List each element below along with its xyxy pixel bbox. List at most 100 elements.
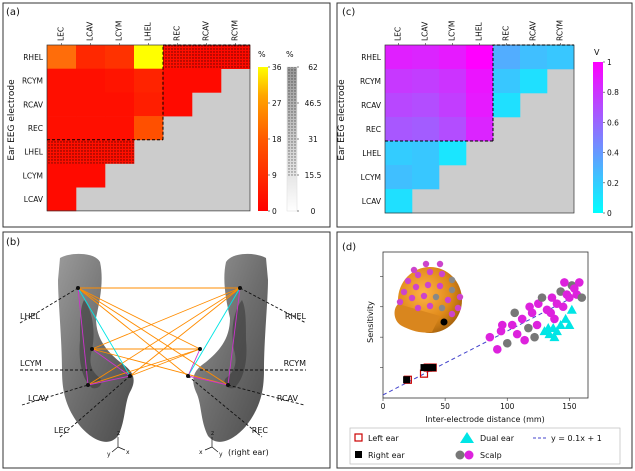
electrode-rcym [198,347,202,351]
panel-d: (d) 0 50 100 150 Sensitivity Inter-electrod… [336,231,633,469]
left-ear-inner [79,300,102,389]
matrix-a-row-label: REC [28,124,43,133]
colorbar-a-tick-label: 27 [272,99,282,108]
panel-b-label: (b) [6,237,20,248]
colorbar-a [258,67,268,211]
matrix-a-cell [76,92,106,117]
scalp-point [537,293,547,302]
colorbar-a2-ticks: 62 46.5 31 15.5 0 [297,63,322,216]
scalp-point [502,338,512,348]
legend-right-ear-marker [355,451,362,458]
head-electrode [404,277,412,285]
legend-scalp-marker [464,450,474,460]
conn-lhel-rcav [77,287,229,386]
colorbar-a2-stipple [287,67,297,177]
colorbar-a2-tick-label: 31 [308,135,318,144]
scalp-point [525,302,534,312]
head-electrode [420,292,428,300]
axis-left-z: z [117,430,120,437]
head-electrodes [396,260,464,318]
scatter-legend [349,427,621,465]
ear-leaders [19,287,307,438]
head-electrode [426,268,434,276]
panel-b: (b) [2,231,331,469]
colorbar-c-tick-label: 1 [607,58,612,67]
matrix-c-col-label: RCAV [529,20,538,41]
label-lec: LEC [54,426,70,435]
axis-right-y: y [219,451,223,458]
colorbar-c [593,62,603,213]
matrix-c-cell [439,69,467,94]
label-rec: REC [252,426,269,435]
matrix-a-cell [163,92,193,117]
panel-a-label: (a) [6,7,20,18]
leader-rcav [227,384,305,406]
matrix-c-cell [439,45,467,70]
head-electrode [414,271,422,279]
matrix-c: LEC LCAV LCYM LHEL REC RCAV RCYM RHEL RCYM RCAV RE… [360,20,575,214]
matrix-a-row-label: RHEL [23,53,44,62]
matrix-a-stipple-rec [163,45,250,69]
head-electrode [414,304,422,312]
colorbar-a-tick-label: 18 [272,135,282,144]
colorbar-a2-tick-label: 0 [311,207,316,216]
matrix-a-cell [76,163,106,188]
dual-ear-point [543,323,554,333]
legend-scalp: Scalp [480,451,502,460]
matrix-c-frame [384,44,575,214]
right-ear-inner [224,300,247,389]
scalp-point [497,320,507,330]
colorbar-c-ticks: 1 0.8 0.6 0.4 0.2 0 [603,58,619,218]
conn-rhel-rcav [227,287,241,386]
dual-ear-point [549,332,560,342]
panel-c: (c) LEC LCAV LCYM LHEL REC RCAV RCYM RHEL RCYM RC… [336,2,633,228]
matrix-a-col-label: LCYM [115,21,124,41]
matrix-a-dashed-block [162,44,250,140]
dual-ear-point [555,320,566,329]
matrix-c-col-label: RCYM [556,20,565,41]
legend-right-ear: Right ear [368,451,405,460]
colorbar-a-tick-label: 0 [272,207,277,216]
matrix-c-cell [385,69,413,94]
matrix-c-cell [412,45,440,70]
matrix-a-cell [47,187,77,212]
dual-ear-point [564,320,575,329]
colorbar-a-ticks: 36 27 18 9 0 [268,63,282,216]
leader-rec [187,375,263,438]
matrix-a-cell [163,68,193,93]
electrode-lcav [86,383,90,387]
matrix-a-col-label: LHEL [144,21,153,41]
matrix-c-col-label: REC [502,26,511,41]
matrix-a-cell [134,92,164,117]
scalp-point [524,323,533,333]
colorbar-a-unit: % [258,50,266,59]
axis-left-x: x [126,449,130,456]
head-electrode [438,270,446,278]
conn-rcym-rec [187,348,201,377]
matrix-a-col-label: RCAV [202,20,211,41]
matrix-c-cell [385,141,413,166]
x-tick-label: 0 [381,402,386,411]
leader-rhel [239,287,307,324]
matrix-c-cell [439,93,467,118]
scalp-point [560,278,569,287]
matrix-c-col-label: LCYM [448,21,457,41]
scalp-point [507,320,517,330]
label-lcav: LCAV [28,394,49,403]
matrix-a-cell [134,68,164,93]
fit-line [382,292,583,396]
axes-glyph-left [111,437,126,453]
scalp-point [512,329,522,339]
right-ear-shape [193,253,268,442]
matrix-c-ylabel: Ear EEG electrode [337,79,347,161]
x-tick-label: 100 [500,402,515,411]
head-electrode [444,296,452,304]
axis-right-z: z [211,430,214,437]
dual-ear-point [560,313,571,323]
matrix-a-cell [76,68,106,93]
matrix-a-row-label: RCYM [22,77,43,86]
head-reference-dot [440,318,448,326]
matrix-c-cell [466,93,494,118]
matrix-a-col-label: RCYM [231,20,240,41]
